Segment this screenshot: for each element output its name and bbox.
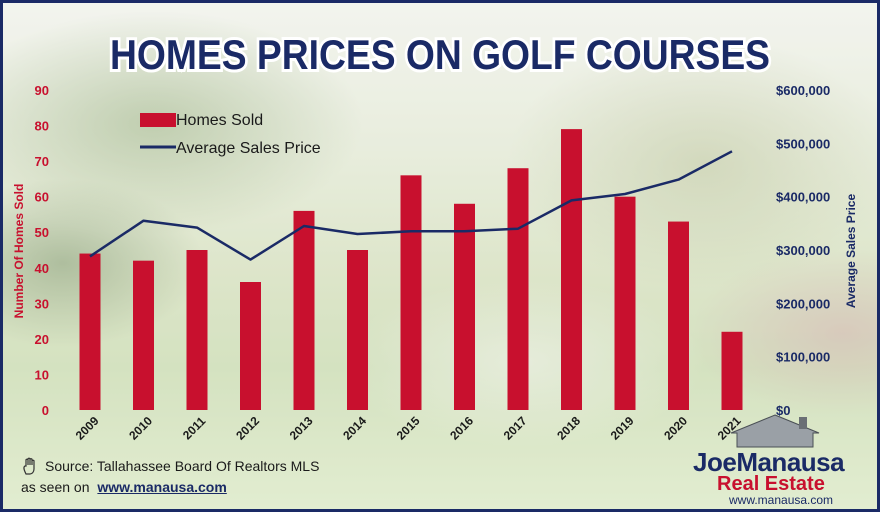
bar-homes-sold xyxy=(614,196,636,410)
left-tick-label: 20 xyxy=(35,332,49,347)
x-tick-label: 2019 xyxy=(608,414,637,443)
logo-last-name: Manausa xyxy=(736,447,845,477)
right-tick-label: $200,000 xyxy=(776,296,830,311)
left-axis-ticks: 0 10 20 30 40 50 60 70 80 90 xyxy=(35,83,49,418)
bar-homes-sold xyxy=(79,253,101,410)
left-tick-label: 60 xyxy=(35,190,49,205)
right-tick-label: $300,000 xyxy=(776,243,830,258)
bar-homes-sold xyxy=(668,221,689,410)
left-tick-label: 70 xyxy=(35,154,49,169)
bar-homes-sold xyxy=(240,282,261,410)
left-tick-label: 10 xyxy=(35,367,49,382)
right-tick-label: $600,000 xyxy=(776,83,830,98)
house-icon xyxy=(730,414,820,448)
right-tick-label: $400,000 xyxy=(776,190,830,205)
x-tick-label: 2011 xyxy=(180,414,209,443)
left-tick-label: 80 xyxy=(35,119,49,134)
logo-first-name: Joe xyxy=(693,447,737,477)
left-tick-label: 30 xyxy=(35,296,49,311)
right-axis-ticks: $0 $100,000 $200,000 $300,000 $400,000 $500,0… xyxy=(776,83,830,418)
left-axis-label: Number Of Homes Sold xyxy=(12,184,26,319)
bar-homes-sold xyxy=(721,331,743,410)
source-note: Source: Tallahassee Board Of Realtors ML… xyxy=(21,457,319,475)
chart-svg: HOMES PRICES ON GOLF COURSES Number Of H… xyxy=(12,28,858,443)
line-series xyxy=(89,150,733,261)
right-axis-label: Average Sales Price xyxy=(844,194,858,309)
logo-name: JoeManausa xyxy=(693,447,845,478)
left-tick-label: 90 xyxy=(35,83,49,98)
bar-homes-sold xyxy=(133,260,154,410)
hand-icon xyxy=(23,457,35,475)
bar-homes-sold xyxy=(186,250,208,410)
bar-homes-sold xyxy=(347,250,368,410)
seen-prefix: as seen on xyxy=(21,479,90,495)
bar-homes-sold xyxy=(454,203,475,410)
right-tick-label: $500,000 xyxy=(776,136,830,151)
x-tick-label: 2018 xyxy=(554,414,583,443)
right-tick-label: $0 xyxy=(776,403,790,418)
x-tick-label: 2016 xyxy=(447,414,476,443)
left-tick-label: 50 xyxy=(35,225,49,240)
bar-homes-sold xyxy=(561,129,582,410)
x-tick-label: 2010 xyxy=(126,414,155,443)
x-tick-label: 2012 xyxy=(233,414,262,443)
chart-title: HOMES PRICES ON GOLF COURSES xyxy=(110,31,770,78)
seen-on-note: as seen on www.manausa.com xyxy=(21,479,227,495)
legend: Homes Sold Average Sales Price xyxy=(140,112,321,157)
left-tick-label: 0 xyxy=(42,403,49,418)
logo-subtitle: Real Estate xyxy=(717,473,825,495)
line-average-price xyxy=(89,150,733,261)
logo-url: www.manausa.com xyxy=(729,493,834,507)
bar-homes-sold xyxy=(507,168,529,410)
x-tick-label: 2013 xyxy=(287,414,316,443)
legend-label-average-price: Average Sales Price xyxy=(176,140,321,157)
bar-series xyxy=(79,129,743,410)
bar-homes-sold xyxy=(400,175,422,410)
legend-swatch-homes-sold xyxy=(140,113,176,127)
company-logo: JoeManausa Real Estate www.manausa.com xyxy=(687,411,867,507)
x-tick-label: 2020 xyxy=(661,414,690,443)
website-link[interactable]: www.manausa.com xyxy=(97,479,227,495)
x-tick-label: 2015 xyxy=(394,414,423,443)
x-tick-label: 2017 xyxy=(501,414,530,443)
left-tick-label: 40 xyxy=(35,261,49,276)
source-text: Source: Tallahassee Board Of Realtors ML… xyxy=(45,458,320,474)
x-tick-label: 2014 xyxy=(340,414,369,443)
x-axis-ticks: 2009 2010 2011 2012 2013 2014 2015 2016 2017 2018… xyxy=(73,414,744,443)
x-tick-label: 2009 xyxy=(73,414,102,443)
bar-homes-sold xyxy=(293,210,315,410)
right-tick-label: $100,000 xyxy=(776,350,830,365)
legend-label-homes-sold: Homes Sold xyxy=(176,112,263,129)
